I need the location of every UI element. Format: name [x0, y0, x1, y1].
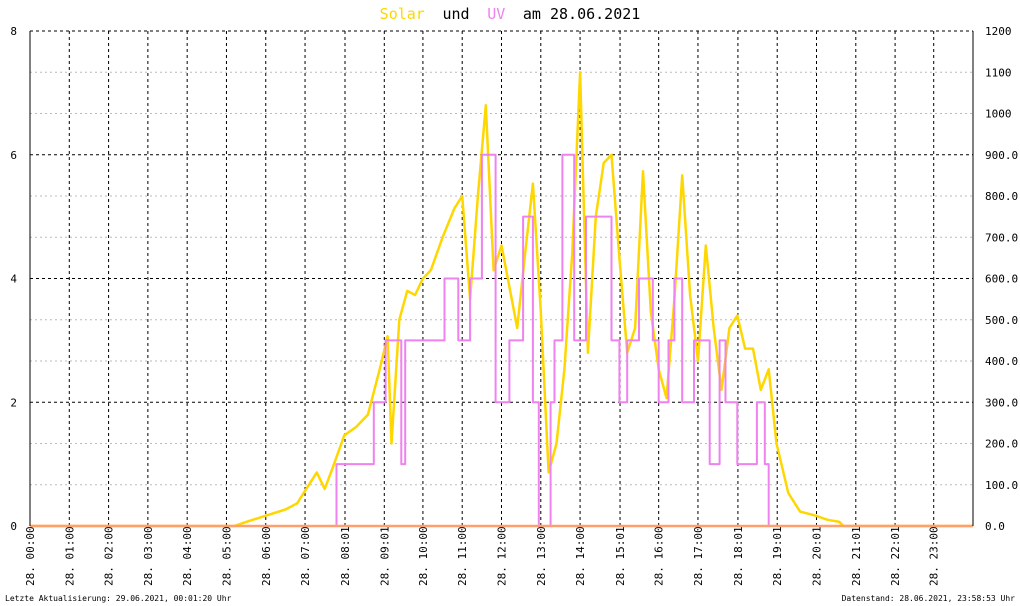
x-tick-label: 28. 19:01: [771, 526, 784, 586]
x-tick-label: 28. 04:00: [181, 526, 194, 586]
title-und: und: [442, 5, 469, 23]
x-tick-label: 28. 15:01: [614, 526, 627, 586]
x-tick-label: 28. 17:00: [692, 526, 705, 586]
right-tick-label: 1200: [985, 25, 1012, 38]
left-tick-label: 4: [10, 273, 17, 286]
x-tick-label: 28. 07:00: [299, 526, 312, 586]
footer-last-update: Letzte Aktualisierung: 29.06.2021, 00:01…: [5, 594, 232, 603]
right-tick-label: 800.0: [985, 190, 1018, 203]
x-tick-label: 28. 09:01: [378, 526, 391, 586]
right-tick-label: 400.0: [985, 355, 1018, 368]
x-tick-label: 28. 05:00: [220, 526, 233, 586]
title-uv: UV: [487, 5, 505, 23]
right-tick-label: 600.0: [985, 273, 1018, 286]
right-tick-label: 700.0: [985, 231, 1018, 244]
left-tick-label: 2: [10, 396, 17, 409]
title-date: am 28.06.2021: [523, 5, 640, 23]
axes: 0 2 4 6 8 0.0 100.0 200.0 300.0 400.0 500.0 600.0 70…: [10, 25, 1018, 586]
x-tick-label: 28. 23:00: [928, 526, 941, 586]
x-tick-label: 28. 02:00: [103, 526, 116, 586]
footer-data-state: Datenstand: 28.06.2021, 23:58:53 Uhr: [842, 594, 1016, 603]
right-tick-label: 200.0: [985, 438, 1018, 451]
x-tick-label: 28. 12:00: [496, 526, 509, 586]
title-solar: Solar: [380, 5, 425, 23]
right-tick-label: 100.0: [985, 479, 1018, 492]
x-tick-label: 28. 16:00: [653, 526, 666, 586]
right-tick-label: 1000: [985, 108, 1012, 121]
right-tick-label: 1100: [985, 66, 1012, 79]
left-tick-label: 8: [10, 25, 17, 38]
chart-title: Solar und UV am 28.06.2021: [380, 4, 641, 23]
x-tick-label: 28. 10:00: [417, 526, 430, 586]
grid: [29, 30, 973, 527]
right-tick-label: 300.0: [985, 396, 1018, 409]
x-tick-label: 28. 18:01: [732, 526, 745, 586]
x-tick-label: 28. 00:00: [24, 526, 37, 586]
left-tick-label: 0: [10, 520, 17, 533]
x-tick-label: 28. 22:01: [889, 526, 902, 586]
x-tick-label: 28. 08:01: [339, 526, 352, 586]
series-layer: [30, 71, 973, 528]
x-tick-label: 28. 21:01: [850, 526, 863, 586]
x-tick-label: 28. 13:00: [535, 526, 548, 586]
x-tick-label: 28. 03:00: [142, 526, 155, 586]
solar-series-line: [30, 71, 973, 528]
x-tick-label: 28. 20:01: [811, 526, 824, 586]
x-tick-label: 28. 01:00: [63, 526, 76, 586]
right-tick-label: 500.0: [985, 314, 1018, 327]
x-tick-label: 28. 11:00: [456, 526, 469, 586]
right-tick-label: 0.0: [985, 520, 1005, 533]
uv-series-line: [30, 153, 973, 527]
x-tick-label: 28. 14:00: [574, 526, 587, 586]
left-tick-label: 6: [10, 149, 17, 162]
x-tick-label: 28. 06:00: [260, 526, 273, 586]
right-tick-label: 900.0: [985, 149, 1018, 162]
